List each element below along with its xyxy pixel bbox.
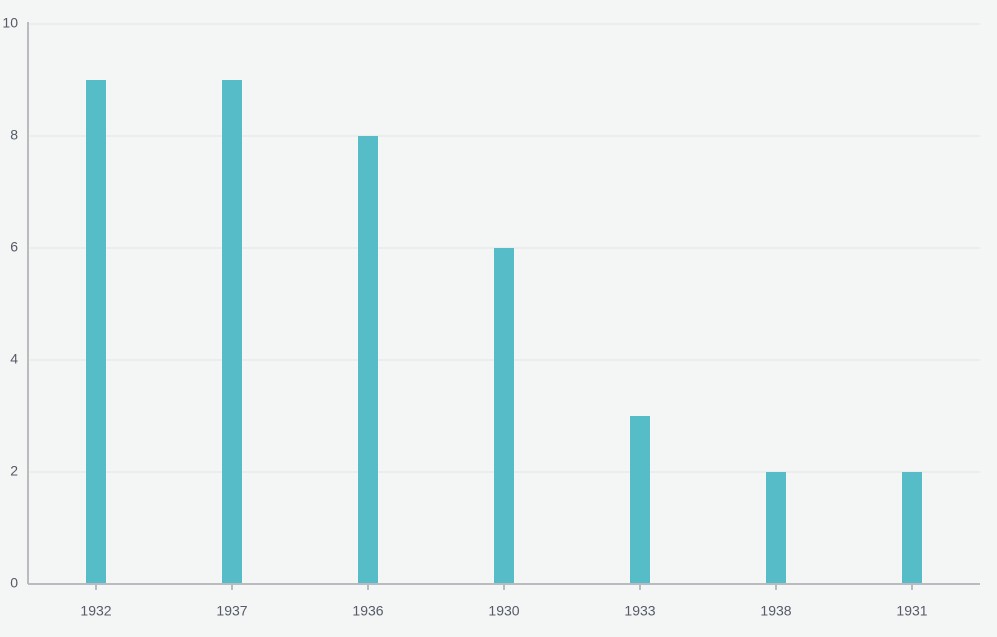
bar <box>902 472 922 584</box>
y-tick-label: 8 <box>10 127 18 143</box>
bar <box>766 472 786 584</box>
x-tick-label: 1936 <box>352 603 383 619</box>
y-tick-label: 0 <box>10 575 18 591</box>
bar <box>358 136 378 584</box>
y-tick-label: 4 <box>10 351 18 367</box>
bar <box>630 416 650 584</box>
x-tick-label: 1932 <box>80 603 111 619</box>
x-tick-label: 1933 <box>624 603 655 619</box>
y-tick-label: 10 <box>2 15 18 31</box>
bar <box>494 248 514 584</box>
y-tick-label: 6 <box>10 239 18 255</box>
x-tick-label: 1931 <box>896 603 927 619</box>
x-tick-label: 1937 <box>216 603 247 619</box>
y-tick-label: 2 <box>10 463 18 479</box>
bar <box>222 80 242 584</box>
x-tick-label: 1930 <box>488 603 519 619</box>
bar <box>86 80 106 584</box>
x-tick-label: 1938 <box>760 603 791 619</box>
